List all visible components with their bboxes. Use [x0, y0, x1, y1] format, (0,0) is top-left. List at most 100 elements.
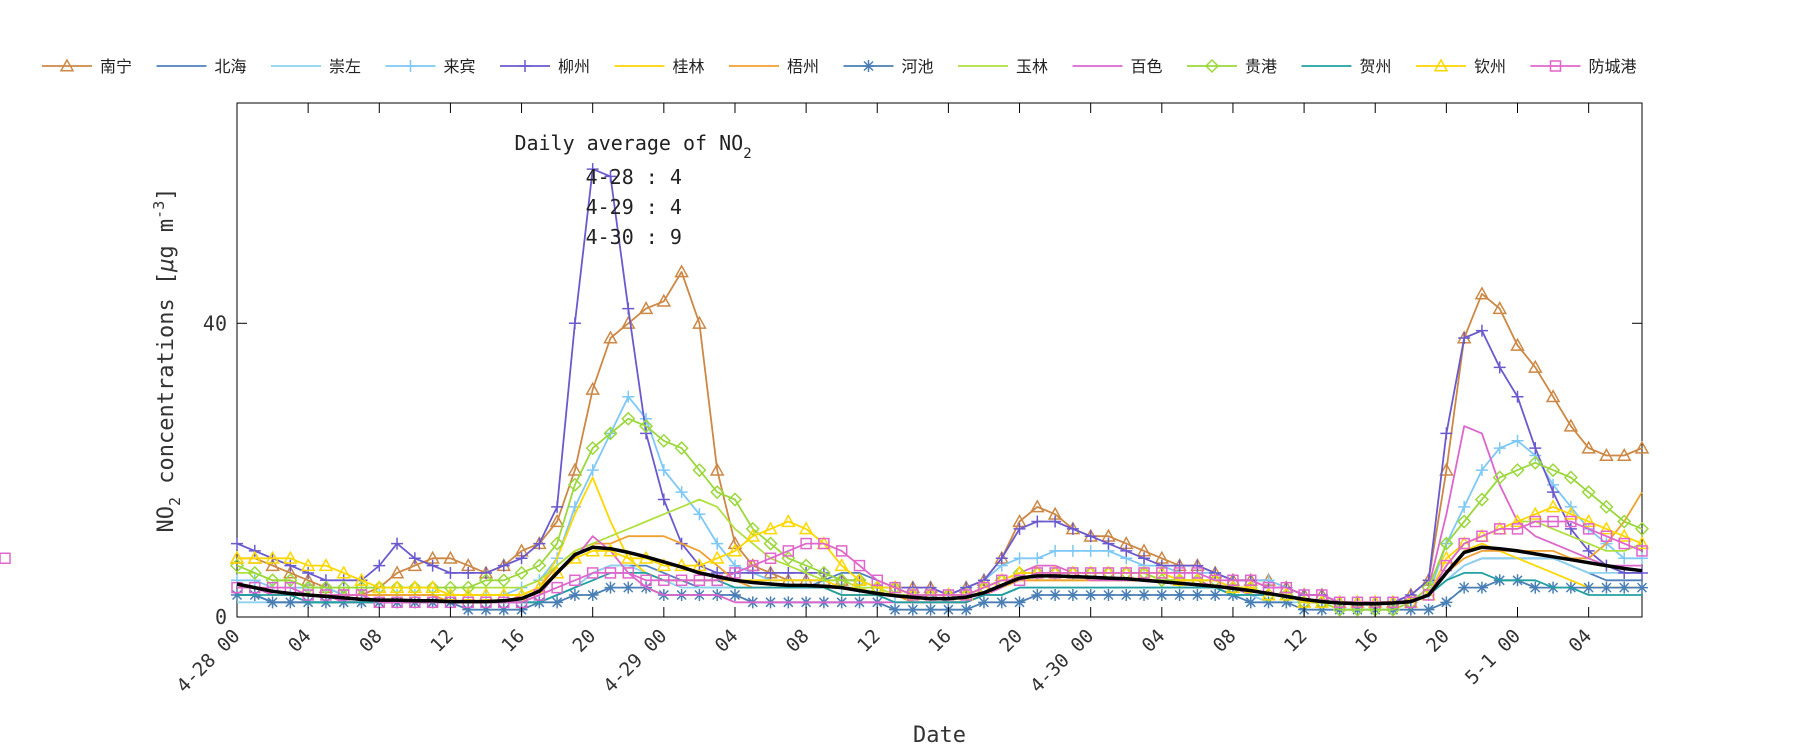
series-13-point-53 — [1173, 567, 1186, 579]
legend-swatch-marker-7 — [862, 60, 875, 72]
series-13-point-23 — [640, 574, 652, 587]
series-10-point-11 — [425, 580, 440, 595]
series-3-point-26 — [693, 508, 706, 521]
series-10-point-17 — [532, 558, 547, 573]
y-tick-label-1: 40 — [203, 311, 227, 335]
series-4-point-6 — [337, 574, 350, 587]
series-0-point-19 — [567, 462, 583, 476]
series-3-point-70 — [1475, 464, 1488, 477]
series-7-point-38 — [906, 603, 919, 616]
series-12-point-73 — [1528, 506, 1543, 520]
x-tick-label-8: 08 — [782, 625, 814, 657]
series-3-point-72 — [1511, 434, 1524, 447]
series-7-point-53 — [1173, 588, 1186, 601]
series-10-point-28 — [727, 492, 743, 507]
series-10-point-20 — [585, 441, 600, 456]
series-10-point-27 — [710, 485, 725, 500]
series-7-point-14 — [479, 603, 492, 616]
series-12-point-53 — [1172, 572, 1187, 586]
series-13 — [0, 515, 1648, 609]
series-13-point-25 — [675, 574, 688, 587]
legend-label-7: 河池 — [902, 57, 934, 76]
series-12-point-76 — [1581, 513, 1596, 528]
series-13-point-56 — [1227, 574, 1239, 587]
series-7-point-49 — [1102, 588, 1115, 601]
series-3-point-44 — [1013, 552, 1026, 565]
series-7-point-3 — [284, 596, 297, 609]
series-13-point-19 — [569, 574, 581, 587]
series-0-point-71 — [1492, 301, 1507, 315]
series-10-point-24 — [656, 433, 671, 448]
series-12-point-18 — [549, 565, 565, 579]
series-10-point-19 — [567, 477, 582, 492]
series-12-point-6 — [336, 565, 351, 579]
series-13-point-29 — [747, 559, 759, 572]
series-12-point-22 — [620, 550, 636, 564]
annotation-line-4-30: 4-30 : 9 — [586, 225, 682, 249]
series-4-point-13 — [462, 566, 475, 579]
series-13-point-31 — [782, 545, 795, 557]
series-4-point-29 — [746, 566, 759, 579]
legend-swatch-marker-12 — [1433, 58, 1449, 72]
series-7-point-13 — [462, 603, 475, 616]
series-0-point-3 — [283, 565, 298, 579]
series-13-point-46 — [1049, 567, 1061, 579]
series-10-point-76 — [1581, 485, 1596, 500]
legend-item-0: 南宁 — [42, 57, 132, 76]
series-0-point-18 — [549, 513, 565, 528]
annotation-title: Daily average of NO2 — [514, 131, 751, 162]
legend-label-6: 梧州 — [787, 57, 819, 76]
series-13-point-70 — [1476, 530, 1488, 542]
series-10-point-29 — [745, 521, 760, 536]
series-4-point-76 — [1582, 544, 1595, 557]
series-3-point-25 — [675, 486, 688, 499]
series-12-point-28 — [727, 543, 743, 557]
legend-label-0: 南宁 — [100, 57, 132, 76]
series-13-point-33 — [818, 537, 830, 550]
x-tick-label-1: 04 — [284, 625, 316, 657]
legend-label-2: 崇左 — [329, 57, 361, 76]
x-tick-label-4: 16 — [497, 625, 529, 657]
series-layer — [0, 163, 1650, 617]
series-13-point-75 — [1565, 515, 1577, 528]
series-3-point-45 — [1031, 552, 1044, 565]
series-12-point-1 — [247, 550, 263, 564]
series-12-point-79 — [1634, 536, 1650, 550]
series-7-point-42 — [977, 596, 990, 609]
series-7-point-78 — [1618, 581, 1631, 594]
series-12-point-0 — [229, 550, 245, 564]
series-7-point-44 — [1013, 596, 1026, 609]
series-13-point-57 — [1244, 574, 1257, 587]
legend-label-11: 贺州 — [1360, 57, 1392, 76]
legend-item-12: 钦州 — [1416, 57, 1506, 76]
series-7-point-67 — [1422, 603, 1435, 616]
y-tick-label-0: 0 — [215, 605, 227, 629]
series-4-point-4 — [302, 566, 315, 579]
x-tick-label-17: 20 — [1422, 625, 1454, 657]
series-4-line — [236, 168, 1642, 604]
series-4-point-71 — [1493, 361, 1506, 374]
series-13-point-72 — [1511, 523, 1524, 535]
plot-frame — [236, 102, 1643, 618]
series-7-point-73 — [1529, 581, 1542, 594]
series-12-point-4 — [300, 558, 316, 572]
legend-item-5: 桂林 — [614, 57, 705, 76]
series-4-point-31 — [782, 566, 795, 579]
series-7-point-57 — [1244, 596, 1257, 609]
series-10-point-5 — [318, 580, 333, 595]
series-7-point-37 — [889, 603, 902, 616]
y-label-sub: 2 — [166, 497, 184, 506]
x-tick-label-6: 4-29 00 — [599, 625, 671, 697]
series-13-point-20 — [586, 567, 599, 579]
series-4-point-12 — [444, 566, 457, 579]
legend-swatch-marker-3 — [404, 60, 417, 72]
series-4-point-18 — [551, 500, 564, 513]
series-10-point-1 — [247, 565, 262, 581]
series-12-point-29 — [745, 528, 761, 542]
series-7-point-70 — [1475, 581, 1488, 594]
series-12-point-75 — [1563, 506, 1579, 520]
annotation-title-text: Daily average of NO — [514, 131, 743, 155]
series-10-point-78 — [1617, 514, 1632, 529]
series-13-point-80 — [0, 552, 11, 565]
series-12-point-5 — [318, 558, 334, 572]
